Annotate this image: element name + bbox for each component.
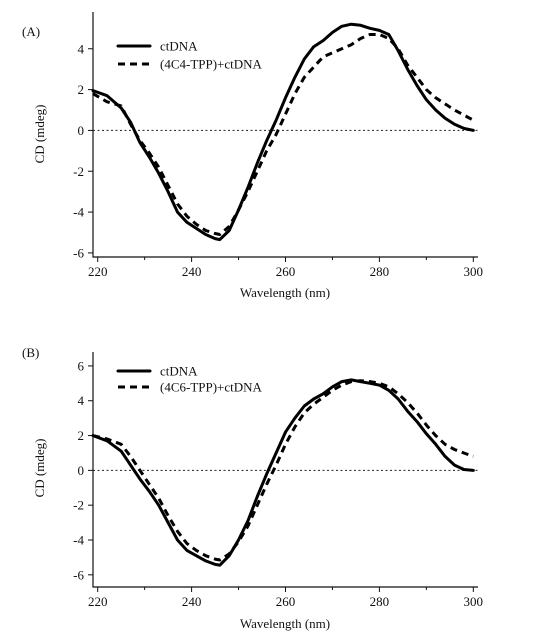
axes-frame <box>92 352 478 588</box>
legend-label: (4C6-TPP)+ctDNA <box>160 380 263 395</box>
series-line-dashed <box>92 379 474 562</box>
y-tick-label: -4 <box>73 533 84 548</box>
legend: ctDNA(4C6-TPP)+ctDNA <box>116 364 263 395</box>
y-tick-label: -6 <box>73 245 84 260</box>
x-axis-label: Wavelength (nm) <box>240 285 330 300</box>
legend: ctDNA (4C4-TPP)+ctDNA <box>116 39 263 72</box>
y-tick-label: -2 <box>73 498 84 513</box>
chart-panel-b: (B) 220 240 260 280 300 -6 -4 -2 0 2 4 6 Wavelength (… <box>22 345 483 631</box>
legend-label: (4C4-TPP)+ctDNA <box>160 57 263 72</box>
series-line-dashed <box>92 33 475 236</box>
x-tick-label: 240 <box>182 264 202 279</box>
legend-label: ctDNA <box>160 364 198 379</box>
x-tick-label: 280 <box>370 594 390 609</box>
x-axis-label: Wavelength (nm) <box>240 616 330 631</box>
y-tick-label: 2 <box>78 428 85 443</box>
y-tick-label: -6 <box>73 567 84 582</box>
x-tick-label: 280 <box>370 264 390 279</box>
x-tick-label: 220 <box>88 594 108 609</box>
y-tick-label: 2 <box>78 82 85 97</box>
legend-label: ctDNA <box>160 39 198 54</box>
y-tick-label: 0 <box>78 123 85 138</box>
y-tick-label: 0 <box>78 463 85 478</box>
x-tick-label: 220 <box>88 264 108 279</box>
chart-panel-a: (A) 220 240 260 280 300 -6 -4 -2 0 2 4 Wavelength (n… <box>22 12 483 300</box>
x-tick-label: 300 <box>464 594 484 609</box>
series-line-solid <box>91 378 475 567</box>
y-tick-label: -2 <box>73 164 84 179</box>
axes-frame <box>92 12 478 258</box>
y-axis-label: CD (mdeg) <box>32 439 47 498</box>
x-tick-label: 260 <box>276 594 296 609</box>
x-tick-label: 240 <box>182 594 202 609</box>
y-tick-label: 4 <box>78 41 85 56</box>
x-tick-label: 300 <box>464 264 484 279</box>
series-line-solid <box>91 22 475 242</box>
x-tick-label: 260 <box>276 264 296 279</box>
y-tick-label: 6 <box>78 358 85 373</box>
panel-label: (A) <box>22 24 40 39</box>
y-tick-label: 4 <box>78 393 85 408</box>
y-axis-label: CD (mdeg) <box>32 105 47 164</box>
y-tick-label: -4 <box>73 205 84 220</box>
panel-label: (B) <box>22 345 39 360</box>
